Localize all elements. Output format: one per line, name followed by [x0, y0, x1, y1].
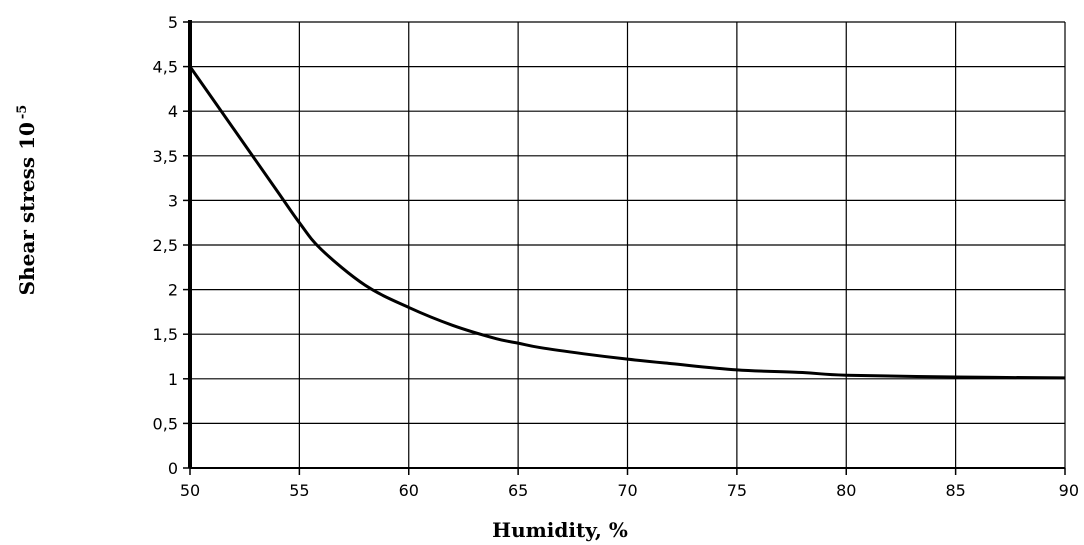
series-line	[188, 65, 1066, 380]
y-tick-label: 0,5	[153, 414, 178, 433]
y-tick-label: 5	[168, 13, 178, 32]
series	[188, 65, 1066, 380]
x-tick-label: 90	[1059, 481, 1079, 500]
x-tick-label: 50	[180, 481, 200, 500]
y-tick-label: 2	[168, 281, 178, 300]
y-tick-label: 2,5	[153, 236, 178, 255]
y-axis-title: Shear stress 10 -5	[15, 105, 39, 296]
grid	[190, 21, 1066, 468]
y-axis-title-text: Shear stress 10	[15, 122, 39, 295]
y-axis-title-exponent: -5	[15, 105, 30, 119]
x-tick-label: 55	[289, 481, 309, 500]
x-tick-label: 70	[617, 481, 637, 500]
x-tick-label: 75	[727, 481, 747, 500]
y-tick-label: 1	[168, 370, 178, 389]
y-tick-label: 3,5	[153, 147, 178, 166]
x-tick-label: 80	[836, 481, 856, 500]
x-axis-title: Humidity, %	[492, 518, 628, 542]
y-tick-label: 1,5	[153, 325, 178, 344]
x-tick-label: 85	[945, 481, 965, 500]
y-tick-label: 4	[168, 102, 178, 121]
y-tick-label: 3	[168, 191, 178, 210]
y-tick-label: 4,5	[153, 58, 178, 77]
y-tick-label: 0	[168, 459, 178, 478]
axes	[183, 20, 1066, 475]
x-tick-label: 60	[399, 481, 419, 500]
tick-labels: 0 0,5 1 1,5 2 2,5 3 3,5 4 4,5 5 50 55 60 65 70 75 80 85 90	[153, 13, 1079, 500]
x-tick-label: 65	[508, 481, 528, 500]
